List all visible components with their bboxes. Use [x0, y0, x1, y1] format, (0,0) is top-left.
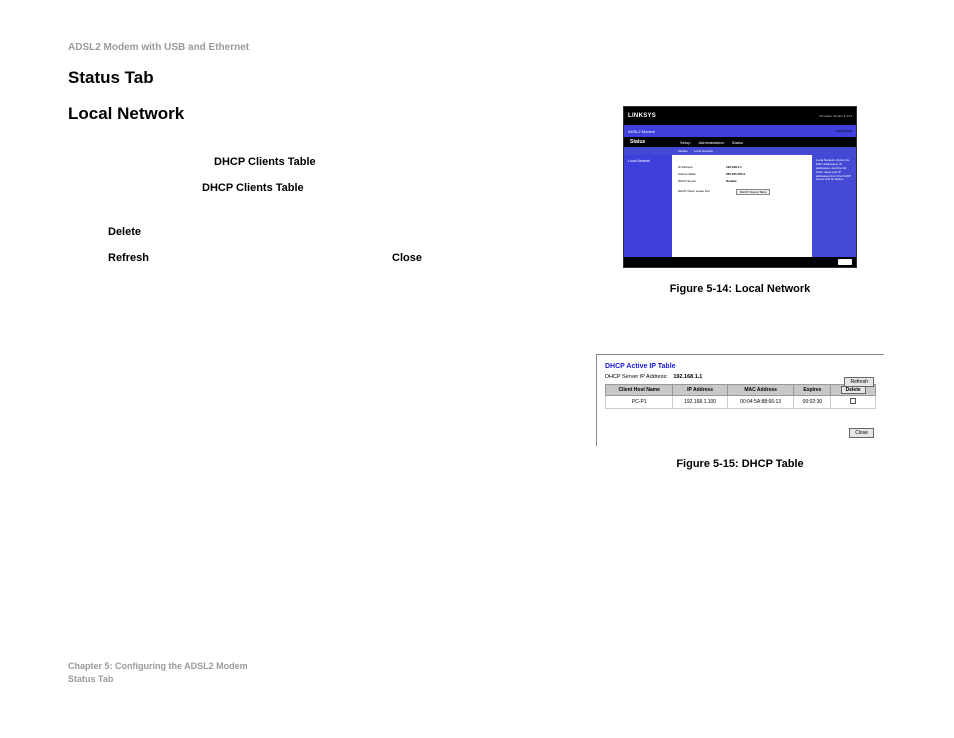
fig1-center: IP Address 192.168.1.1 Subnet Mask 255.2…	[672, 155, 812, 257]
cell-mac: 00:04:5A:88:66:13	[727, 396, 794, 409]
row-label: DHCP Server	[678, 179, 718, 183]
col-mac: MAC Address	[727, 385, 794, 396]
close-button[interactable]: Close	[849, 428, 874, 438]
cell-host: PC-P1	[606, 396, 673, 409]
fig1-footer	[624, 257, 856, 267]
dhcp-table: Client Host Name IP Address MAC Address …	[605, 384, 876, 409]
cell-expires: 00:02:30	[794, 396, 831, 409]
row-value: Disable	[726, 179, 737, 183]
clients-label: DHCP Client Lease Info	[678, 189, 728, 195]
figure2-caption: Figure 5-15: DHCP Table	[604, 458, 876, 470]
term-delete: Delete	[108, 226, 141, 238]
tab-administration[interactable]: Administration	[698, 140, 723, 145]
bluebar-item: ADSL2 Modem	[628, 129, 655, 134]
term-dhcp-clients-2: DHCP Clients Table	[202, 182, 304, 194]
fig2-title: DHCP Active IP Table	[605, 363, 876, 370]
row-label: Subnet Mask	[678, 172, 718, 176]
tab-status[interactable]: Status	[732, 140, 743, 145]
refresh-button[interactable]: Refresh	[844, 377, 874, 387]
fig1-help: Local Network shows the MAC addresses, I…	[812, 155, 856, 257]
col-host: Client Host Name	[606, 385, 673, 396]
footer-line1: Chapter 5: Configuring the ADSL2 Modem	[68, 660, 248, 673]
row-value: 192.168.1.1	[726, 165, 742, 169]
subtab-modem[interactable]: Modem	[678, 149, 688, 153]
cell-check	[831, 396, 876, 409]
dhcp-clients-table-button[interactable]: DHCP Clients Table	[736, 189, 770, 195]
heading-local-network: Local Network	[68, 104, 184, 124]
col-ip: IP Address	[673, 385, 727, 396]
figure-dhcp-table: DHCP Active IP Table DHCP Server IP Addr…	[596, 354, 884, 446]
fig1-tabs: Status Setup Administration Status	[624, 137, 856, 147]
row-value: 255.255.255.0	[726, 172, 745, 176]
heading-status-tab: Status Tab	[68, 68, 154, 88]
fig1-left-label: Local Network	[624, 155, 672, 257]
cisco-logo	[838, 259, 852, 265]
col-expires: Expires	[794, 385, 831, 396]
server-ip: 192.168.1.1	[673, 374, 702, 380]
page-header: ADSL2 Modem with USB and Ethernet	[68, 42, 249, 53]
table-row: PC-P1 192.168.1.100 00:04:5A:88:66:13 00…	[606, 396, 876, 409]
server-label: DHCP Server IP Address:	[605, 374, 668, 380]
figure1-caption: Figure 5-14: Local Network	[623, 283, 857, 295]
term-close: Close	[392, 252, 422, 264]
linksys-logo: LINKSYS	[628, 113, 656, 119]
fig1-subtabs: Modem Local Network	[624, 147, 856, 155]
row-checkbox[interactable]	[850, 398, 856, 404]
model-label: ADSL2MUE	[836, 129, 852, 133]
cell-ip: 192.168.1.100	[673, 396, 727, 409]
term-refresh: Refresh	[108, 252, 149, 264]
page-footer: Chapter 5: Configuring the ADSL2 Modem S…	[68, 660, 248, 685]
fig1-topbar: LINKSYS Firmware Version 1.4.01	[624, 107, 856, 125]
tab-setup[interactable]: Setup	[680, 140, 690, 145]
fig1-bluebar: ADSL2 Modem ADSL2MUE	[624, 125, 856, 137]
main-tab-label: Status	[624, 139, 672, 145]
row-label: IP Address	[678, 165, 718, 169]
subtab-local-network[interactable]: Local Network	[694, 149, 713, 153]
delete-button[interactable]: Delete	[841, 386, 866, 394]
fig2-server-line: DHCP Server IP Address: 192.168.1.1	[605, 374, 876, 380]
firmware-label: Firmware Version 1.4.01	[819, 114, 852, 118]
footer-line2: Status Tab	[68, 673, 248, 686]
figure-local-network: LINKSYS Firmware Version 1.4.01 ADSL2 Mo…	[623, 106, 857, 268]
term-dhcp-clients-1: DHCP Clients Table	[214, 156, 316, 168]
